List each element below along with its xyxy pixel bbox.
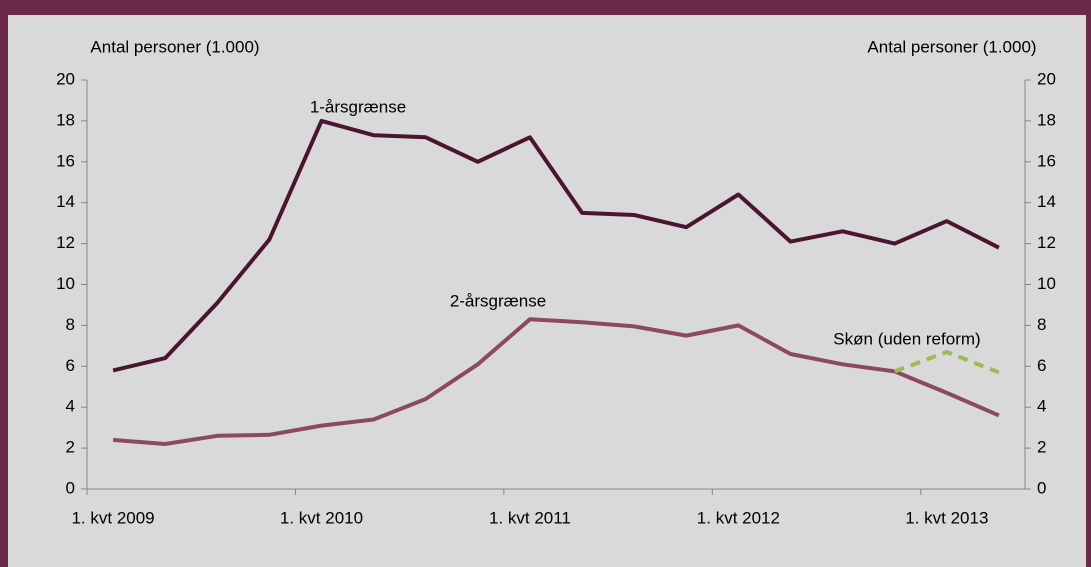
y2-tick-label: 20 xyxy=(1037,69,1056,88)
y2-tick-label: 12 xyxy=(1037,233,1056,252)
x-tick-label: 1. kvt 2011 xyxy=(489,508,571,527)
x-tick-label: 1. kvt 2013 xyxy=(905,508,988,527)
y-tick-label: 16 xyxy=(56,151,75,170)
y2-tick-label: 8 xyxy=(1037,315,1046,334)
y-tick-label: 18 xyxy=(56,110,75,129)
y-tick-label: 12 xyxy=(56,233,75,252)
y-tick-label: 14 xyxy=(56,192,75,211)
y-tick-label: 6 xyxy=(66,356,75,375)
y2-tick-label: 0 xyxy=(1037,478,1046,497)
series-line xyxy=(112,118,1000,373)
y-tick-label: 20 xyxy=(56,69,75,88)
y2-tick-label: 16 xyxy=(1037,151,1056,170)
series-line xyxy=(894,350,1000,375)
y2-axis-label: Antal personer (1.000) xyxy=(867,37,1036,56)
y-tick-label: 8 xyxy=(66,315,75,334)
y-tick-label: 4 xyxy=(66,397,75,416)
series-label: 2-årsgrænse xyxy=(450,291,546,310)
y2-tick-label: 6 xyxy=(1037,356,1046,375)
series-label: Skøn (uden reform) xyxy=(833,329,980,348)
y-tick-label: 2 xyxy=(66,438,75,457)
y-axis-label: Antal personer (1.000) xyxy=(90,37,259,56)
y2-tick-label: 10 xyxy=(1037,274,1056,293)
series-line xyxy=(112,317,1000,446)
y2-tick-label: 2 xyxy=(1037,438,1046,457)
y-tick-label: 10 xyxy=(56,274,75,293)
x-tick-label: 1. kvt 2012 xyxy=(697,508,780,527)
y2-tick-label: 18 xyxy=(1037,110,1056,129)
background xyxy=(8,15,1086,567)
x-tick-label: 1. kvt 2010 xyxy=(280,508,363,527)
y-tick-label: 0 xyxy=(66,478,75,497)
x-tick-label: 1. kvt 2009 xyxy=(71,508,154,527)
y2-tick-label: 14 xyxy=(1037,192,1056,211)
y2-tick-label: 4 xyxy=(1037,397,1046,416)
series-label: 1-årsgrænse xyxy=(310,97,406,116)
